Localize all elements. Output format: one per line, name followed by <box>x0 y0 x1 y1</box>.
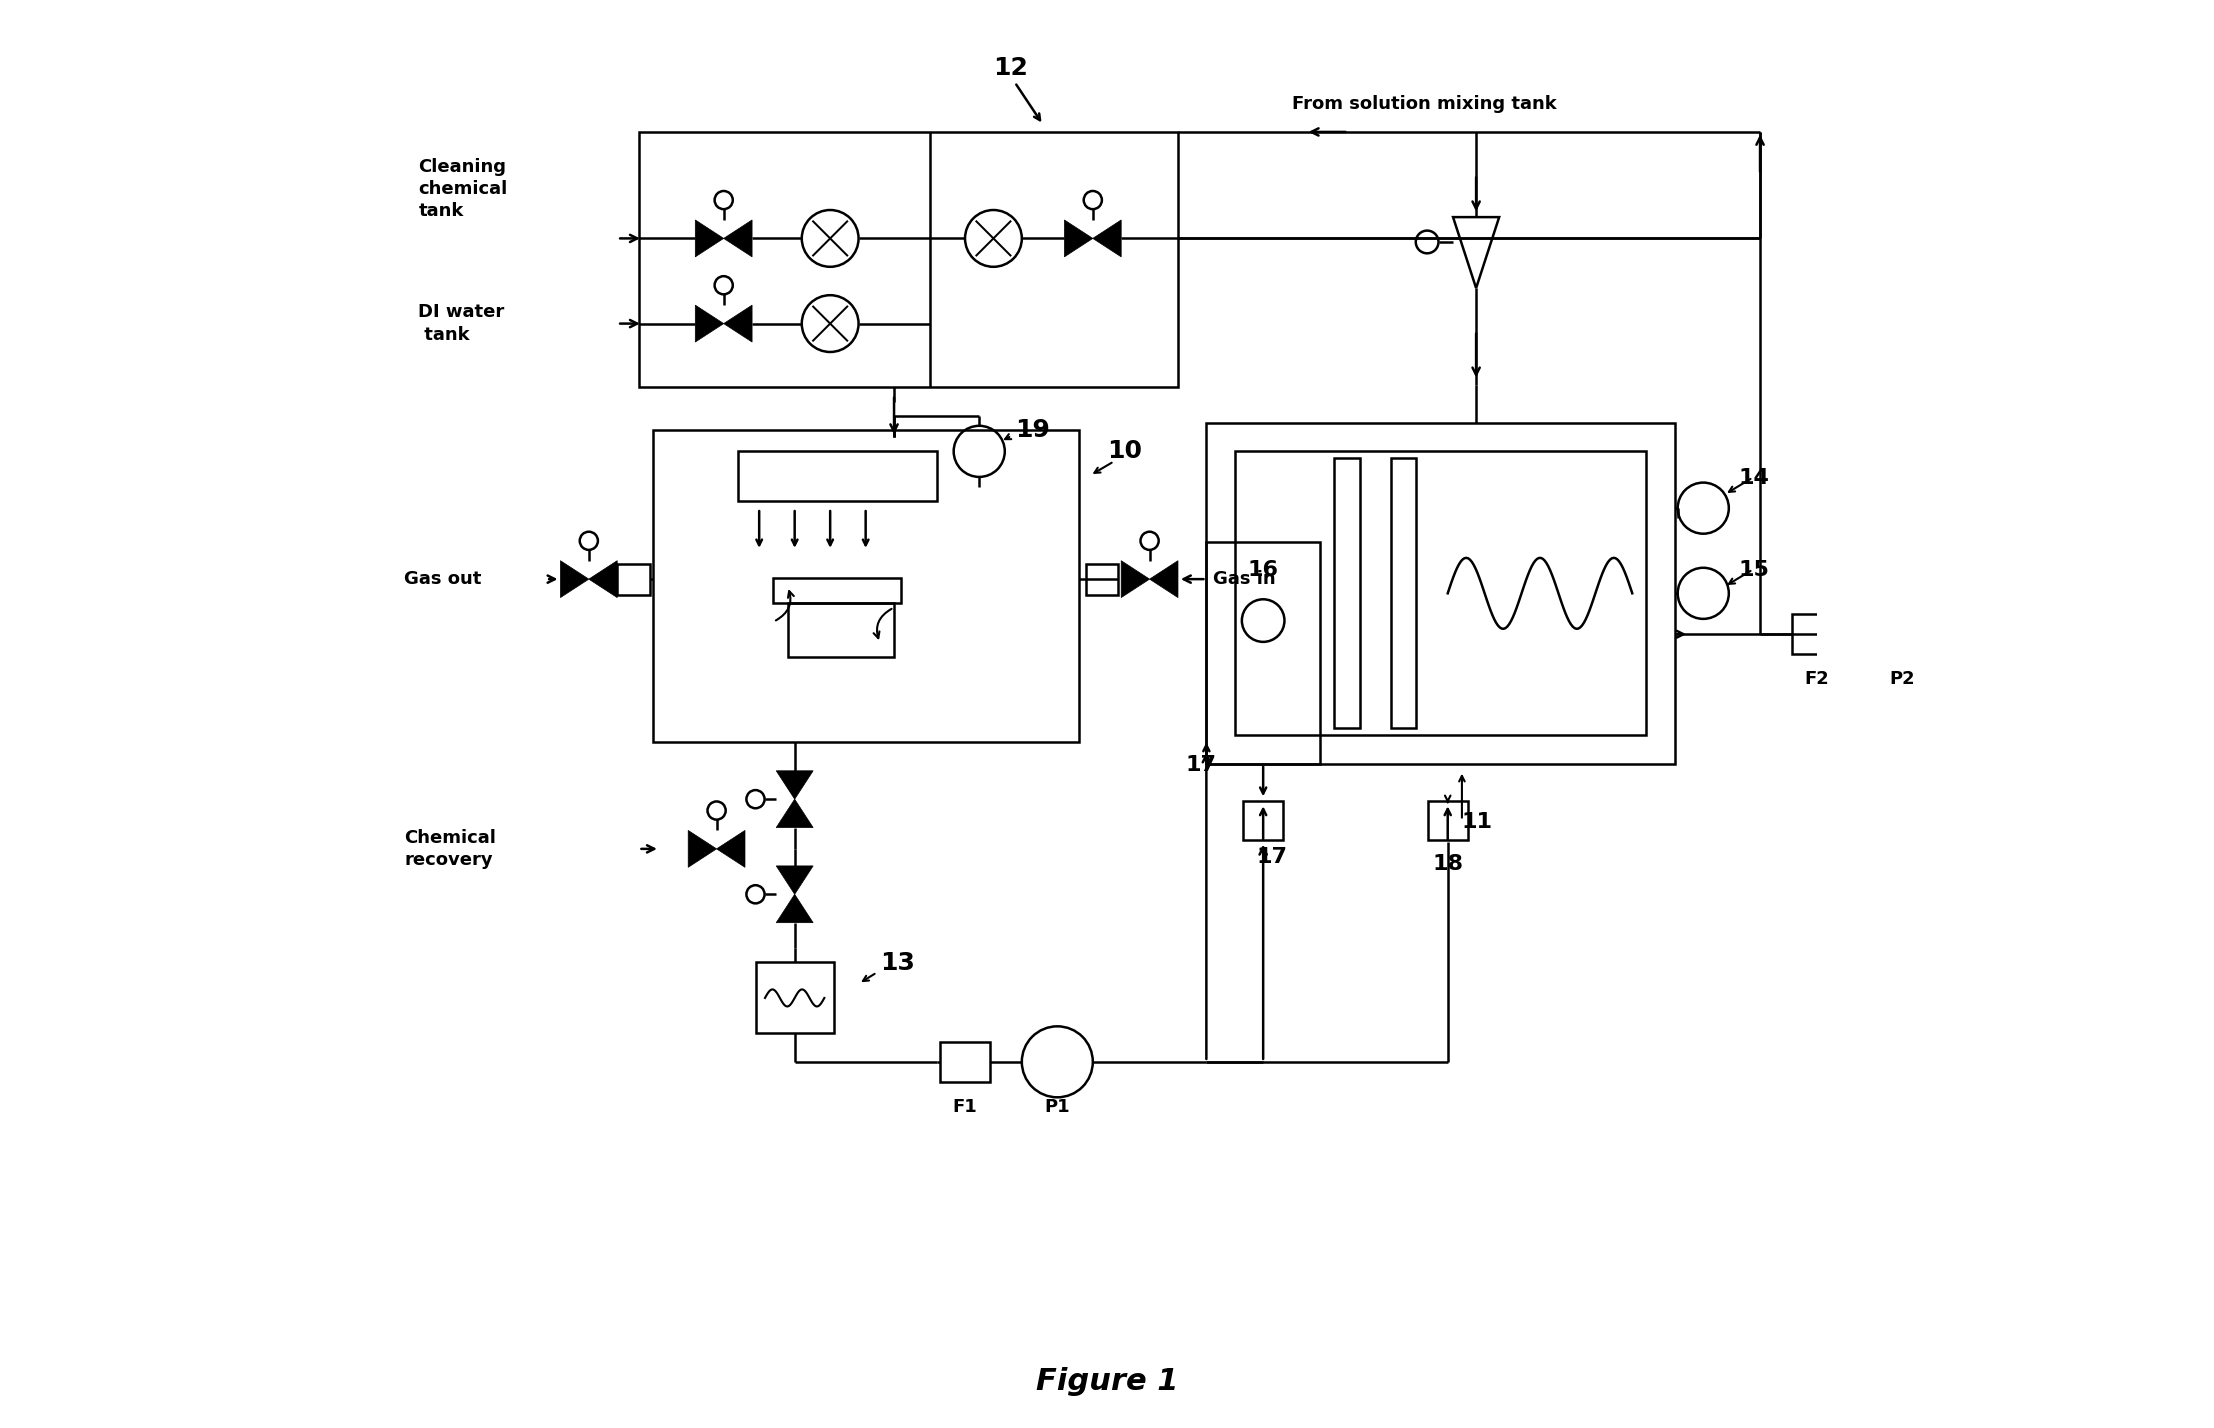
Polygon shape <box>777 771 813 800</box>
Text: Cleaning
chemical
tank: Cleaning chemical tank <box>418 157 507 220</box>
Text: 17: 17 <box>1255 847 1286 867</box>
Text: 12: 12 <box>994 56 1027 80</box>
Circle shape <box>965 210 1023 267</box>
Circle shape <box>1140 531 1158 550</box>
Polygon shape <box>777 865 813 894</box>
Circle shape <box>715 191 733 208</box>
Text: Gas out: Gas out <box>405 570 483 588</box>
Circle shape <box>1678 568 1729 618</box>
Bar <box>737 451 937 501</box>
Circle shape <box>746 790 764 808</box>
Polygon shape <box>724 306 753 343</box>
Polygon shape <box>724 220 753 257</box>
Circle shape <box>708 801 726 820</box>
Bar <box>1207 543 1320 764</box>
Bar <box>1791 614 1842 654</box>
Bar <box>941 1042 990 1081</box>
Text: P2: P2 <box>1889 670 1915 688</box>
Bar <box>653 430 1078 743</box>
Polygon shape <box>1094 220 1120 257</box>
Circle shape <box>801 296 859 351</box>
Polygon shape <box>1065 220 1094 257</box>
Circle shape <box>1678 483 1729 534</box>
Circle shape <box>1023 1027 1094 1097</box>
Circle shape <box>746 885 764 904</box>
Text: 15: 15 <box>1738 560 1769 580</box>
Text: P1: P1 <box>1045 1098 1069 1115</box>
Text: F2: F2 <box>1804 670 1829 688</box>
Text: 16: 16 <box>1249 560 1280 580</box>
Text: Figure 1: Figure 1 <box>1036 1367 1178 1395</box>
Polygon shape <box>695 306 724 343</box>
Bar <box>1244 801 1284 840</box>
Text: DI water
 tank: DI water tank <box>418 304 505 344</box>
Polygon shape <box>689 831 717 867</box>
Circle shape <box>1083 191 1103 208</box>
Text: Chemical
recovery: Chemical recovery <box>405 828 496 870</box>
Circle shape <box>1866 598 1937 670</box>
Polygon shape <box>1120 561 1149 597</box>
Circle shape <box>715 276 733 294</box>
Text: 19: 19 <box>1014 418 1049 443</box>
Bar <box>1235 451 1647 735</box>
Bar <box>1390 458 1417 728</box>
Bar <box>618 564 651 594</box>
Polygon shape <box>1149 561 1178 597</box>
Text: F1: F1 <box>952 1098 976 1115</box>
Circle shape <box>801 210 859 267</box>
Polygon shape <box>589 561 618 597</box>
Text: 10: 10 <box>1107 440 1142 464</box>
Circle shape <box>1415 230 1439 253</box>
Bar <box>1335 458 1359 728</box>
Polygon shape <box>1452 217 1499 288</box>
Bar <box>755 962 835 1034</box>
Text: From solution mixing tank: From solution mixing tank <box>1291 94 1556 113</box>
Text: Gas in: Gas in <box>1213 570 1275 588</box>
Circle shape <box>1242 600 1284 641</box>
Bar <box>638 131 1178 387</box>
Polygon shape <box>777 894 813 922</box>
Polygon shape <box>777 800 813 828</box>
Polygon shape <box>560 561 589 597</box>
Text: 14: 14 <box>1738 468 1769 488</box>
Text: 13: 13 <box>879 951 914 974</box>
Bar <box>1428 801 1468 840</box>
Bar <box>788 603 894 657</box>
Bar <box>773 578 901 603</box>
Bar <box>1085 564 1118 594</box>
Circle shape <box>954 426 1005 477</box>
Polygon shape <box>717 831 744 867</box>
Circle shape <box>580 531 598 550</box>
Text: 11: 11 <box>1461 811 1492 831</box>
Text: 18: 18 <box>1432 854 1463 874</box>
Polygon shape <box>695 220 724 257</box>
Text: 17: 17 <box>1184 755 1215 775</box>
Bar <box>1207 423 1674 764</box>
